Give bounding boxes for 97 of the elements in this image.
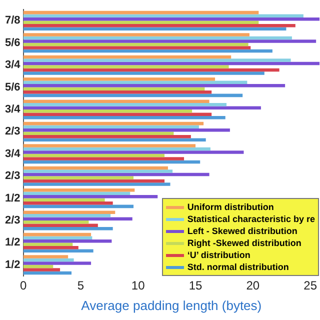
bar bbox=[23, 255, 68, 258]
bar bbox=[23, 78, 216, 81]
y-tick-label: 3/4 bbox=[4, 148, 22, 160]
bar bbox=[23, 204, 134, 208]
bar bbox=[23, 210, 116, 214]
bar bbox=[23, 87, 205, 91]
bar bbox=[23, 106, 261, 110]
x-tick-label: 20 bbox=[246, 278, 260, 293]
bar bbox=[23, 122, 204, 126]
bar bbox=[23, 128, 230, 132]
bar bbox=[23, 182, 170, 186]
y-tick-label: 7/8 bbox=[4, 14, 20, 27]
bar bbox=[23, 138, 206, 142]
bar bbox=[23, 40, 316, 43]
bar bbox=[23, 58, 291, 62]
bar bbox=[23, 24, 296, 28]
legend-label: Uniform distribution bbox=[187, 201, 274, 213]
bar bbox=[23, 68, 280, 72]
y-tick-label: 3/4 bbox=[4, 104, 22, 116]
bar bbox=[23, 10, 259, 14]
bar bbox=[23, 80, 248, 84]
bar bbox=[23, 154, 165, 158]
bar bbox=[23, 102, 227, 106]
bar bbox=[23, 84, 286, 88]
legend-label: Left - Skewed distribution bbox=[187, 225, 298, 237]
x-tick-label: 10 bbox=[131, 278, 146, 293]
x-tick-label: 0 bbox=[20, 278, 27, 293]
bar bbox=[23, 125, 199, 128]
bar bbox=[23, 110, 192, 113]
bar bbox=[23, 36, 292, 40]
bar bbox=[23, 112, 212, 116]
bar bbox=[23, 232, 92, 236]
y-tick-label: 1/2 bbox=[4, 258, 20, 271]
bar bbox=[23, 264, 54, 268]
bar bbox=[23, 17, 320, 21]
bar bbox=[23, 227, 113, 230]
y-tick-label: 1/2 bbox=[4, 236, 20, 249]
bar bbox=[23, 14, 304, 18]
bar bbox=[23, 220, 89, 224]
bar bbox=[23, 160, 200, 164]
bar bbox=[23, 116, 226, 120]
bar bbox=[23, 20, 259, 24]
bar bbox=[23, 62, 320, 66]
bar bbox=[23, 33, 250, 36]
bar bbox=[23, 179, 165, 183]
bar bbox=[23, 268, 60, 272]
bar bbox=[23, 170, 173, 173]
x-axis-title: Average padding length (bytes) bbox=[81, 298, 262, 313]
y-tick-label: 2/3 bbox=[4, 170, 20, 182]
y-tick-label: 2/3 bbox=[4, 214, 20, 227]
bar bbox=[23, 90, 212, 94]
bar bbox=[23, 258, 74, 262]
y-tick-label: 2/3 bbox=[4, 126, 20, 138]
bar bbox=[23, 65, 229, 68]
bar bbox=[23, 157, 184, 160]
bar bbox=[23, 94, 243, 98]
y-tick-label: 5/6 bbox=[4, 36, 20, 49]
bar bbox=[23, 176, 134, 180]
bar bbox=[23, 55, 232, 59]
bar bbox=[23, 236, 92, 240]
bar bbox=[23, 217, 132, 220]
bar bbox=[23, 166, 168, 170]
bar bbox=[23, 100, 210, 103]
legend-label: ‘U’ distribution bbox=[187, 249, 250, 261]
bar bbox=[23, 249, 94, 252]
bar bbox=[23, 134, 191, 138]
bar bbox=[23, 72, 264, 75]
y-tick-label: 5/6 bbox=[4, 81, 20, 94]
bar bbox=[23, 214, 111, 218]
bar bbox=[23, 202, 113, 205]
bar bbox=[23, 144, 196, 148]
legend-label: Std. normal distribution bbox=[187, 261, 289, 273]
y-tick-label: 3/4 bbox=[4, 59, 22, 72]
legend-label: Statistical characteristic by re bbox=[187, 213, 315, 225]
bar bbox=[23, 188, 135, 192]
legend-label: Right -Skewed distribution bbox=[187, 237, 302, 249]
bar bbox=[23, 198, 105, 202]
x-tick-label: 15 bbox=[188, 278, 203, 293]
y-tick-label: 1/2 bbox=[4, 192, 20, 204]
bar bbox=[23, 195, 158, 198]
bar bbox=[23, 242, 73, 246]
bar bbox=[23, 42, 248, 46]
bar bbox=[23, 192, 130, 196]
bar bbox=[23, 262, 92, 265]
bar bbox=[23, 246, 78, 250]
bar bbox=[23, 147, 210, 151]
bar bbox=[23, 46, 251, 50]
bar bbox=[23, 239, 112, 243]
bar bbox=[23, 224, 98, 228]
x-tick-label: 5 bbox=[77, 278, 84, 293]
bar bbox=[23, 172, 210, 176]
bar bbox=[23, 271, 72, 275]
bar bbox=[23, 49, 272, 53]
bar bbox=[23, 150, 244, 154]
x-tick-label: 25 bbox=[304, 278, 318, 293]
bar bbox=[23, 27, 286, 30]
bar bbox=[23, 132, 174, 135]
